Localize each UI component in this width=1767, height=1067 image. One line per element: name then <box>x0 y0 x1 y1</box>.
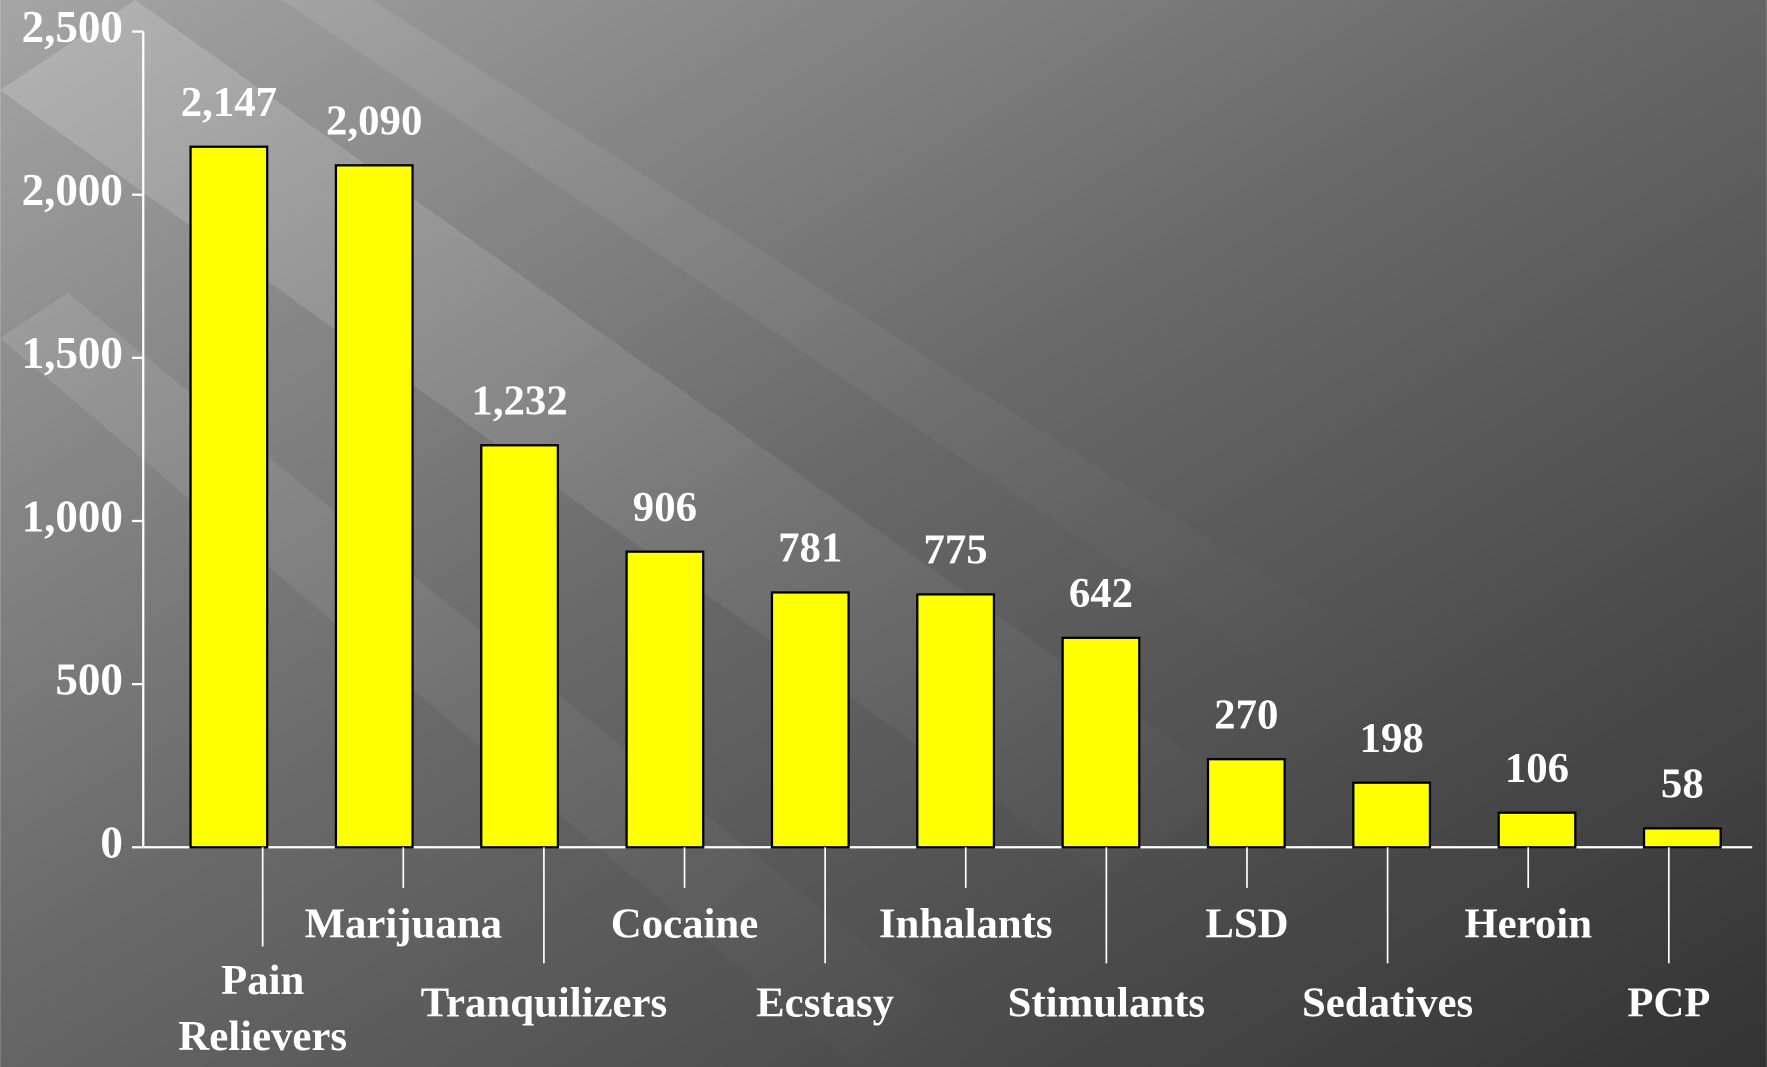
value-label: 2,090 <box>326 98 422 145</box>
category-label-box: Pain Relievers <box>178 956 348 1061</box>
x-tick-label: Marijuana <box>304 900 503 948</box>
value-label: 2,147 <box>181 79 277 126</box>
light-streak <box>281 0 1353 677</box>
bar <box>1497 811 1577 849</box>
x-tick-label: Ecstasy <box>756 979 895 1027</box>
x-tick-label: LSD <box>1205 900 1289 948</box>
x-tick-label: Stimulants <box>1007 979 1206 1027</box>
category-label-box: Cocaine <box>610 900 759 948</box>
bar <box>334 164 414 849</box>
value-label: 906 <box>633 484 697 531</box>
y-tick-label: 0 <box>100 818 123 868</box>
bar <box>1061 636 1141 849</box>
value-label: 198 <box>1360 715 1424 762</box>
bar <box>480 444 560 849</box>
value-label: 775 <box>924 527 988 574</box>
x-tick-label: Tranquilizers <box>420 979 668 1027</box>
category-label-box: Tranquilizers <box>420 979 668 1027</box>
y-tick-label: 500 <box>55 654 123 704</box>
x-tick-label: Pain Relievers <box>178 956 348 1061</box>
value-label: 106 <box>1505 745 1569 792</box>
x-tick-label: Inhalants <box>878 900 1053 948</box>
bar <box>189 145 269 849</box>
category-label-box: Heroin <box>1464 900 1593 948</box>
category-label-box: LSD <box>1205 900 1289 948</box>
category-label-box: Ecstasy <box>756 979 895 1027</box>
x-tick-label: PCP <box>1627 979 1711 1027</box>
bar <box>1352 781 1432 849</box>
category-label-box: Marijuana <box>304 900 503 948</box>
y-tick-label: 1,000 <box>22 491 123 541</box>
value-label: 642 <box>1069 570 1133 617</box>
category-label-box: Sedatives <box>1301 979 1474 1027</box>
value-label: 270 <box>1214 691 1278 738</box>
value-label: 781 <box>778 525 842 572</box>
y-tick-label: 2,500 <box>22 2 123 52</box>
bar <box>625 550 705 849</box>
value-label: 1,232 <box>471 378 567 425</box>
x-tick-label: Cocaine <box>610 900 759 948</box>
category-label-box: Stimulants <box>1007 979 1206 1027</box>
x-tick-label: Heroin <box>1464 900 1593 948</box>
y-tick-label: 2,000 <box>22 165 123 215</box>
bar <box>1642 827 1722 849</box>
bar <box>1206 758 1286 849</box>
category-label-box: Inhalants <box>878 900 1053 948</box>
x-tick-label: Sedatives <box>1301 979 1474 1027</box>
bar <box>916 593 996 849</box>
value-label: 58 <box>1661 761 1704 808</box>
bar <box>770 591 850 849</box>
y-tick-label: 1,500 <box>22 328 123 378</box>
category-label-box: PCP <box>1627 979 1711 1027</box>
